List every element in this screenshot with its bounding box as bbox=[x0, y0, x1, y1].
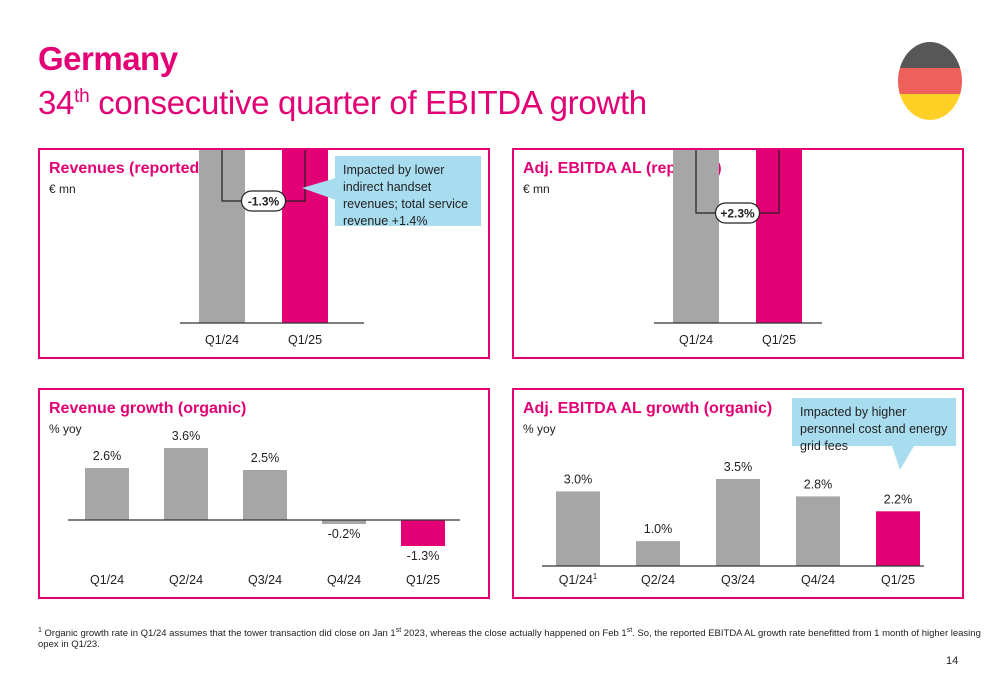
data-label: 2.6% bbox=[93, 449, 122, 463]
bar bbox=[796, 496, 840, 566]
panel-adj-ebitda-growth-organic: Adj. EBITDA AL growth (organic) % yoy 3.… bbox=[512, 388, 964, 599]
bar bbox=[85, 468, 129, 520]
panel-title: Revenue growth (organic) bbox=[49, 400, 247, 417]
tick-label: Q1/25 bbox=[881, 573, 915, 587]
change-label: +2.3% bbox=[720, 207, 755, 221]
panel-revenues-reported: Revenues (reported) € mn 6,298Q1/246,219… bbox=[38, 148, 490, 359]
panel-unit: € mn bbox=[523, 182, 550, 196]
bar bbox=[636, 541, 680, 566]
tick-label: Q1/24 bbox=[90, 573, 124, 587]
tick-label: Q1/241 bbox=[559, 572, 598, 587]
callout-ebitda-growth: Impacted by higher personnel cost and en… bbox=[792, 398, 956, 453]
panel-unit: € mn bbox=[49, 182, 76, 196]
bar bbox=[243, 470, 287, 520]
tick-label: Q4/24 bbox=[327, 573, 361, 587]
tick-label: Q3/24 bbox=[248, 573, 282, 587]
tick-label: Q1/25 bbox=[406, 573, 440, 587]
panel-adj-ebitda-reported: Adj. EBITDA AL (reported) € mn 2,576Q1/2… bbox=[512, 148, 964, 359]
bar bbox=[401, 520, 445, 546]
tick-label: Q1/24 bbox=[205, 333, 239, 347]
panel-title: Revenues (reported) bbox=[49, 160, 205, 177]
panel-title: Adj. EBITDA AL growth (organic) bbox=[523, 400, 773, 417]
data-label: 3.0% bbox=[564, 472, 593, 486]
change-pill bbox=[240, 190, 287, 212]
adj-ebitda-reported-chart: 2,576Q1/242,634Q1/25+2.3% bbox=[654, 150, 822, 347]
tick-label: Q1/24 bbox=[679, 333, 713, 347]
page-title: Germany bbox=[38, 40, 178, 77]
bar bbox=[556, 491, 600, 566]
germany-flag-icon bbox=[898, 42, 962, 120]
page-subtitle: 34th consecutive quarter of EBITDA growt… bbox=[38, 84, 647, 121]
bar bbox=[876, 511, 920, 566]
data-label: 3.6% bbox=[172, 429, 201, 443]
tick-label: Q2/24 bbox=[169, 573, 203, 587]
tick-label: Q1/25 bbox=[762, 333, 796, 347]
tick-label: Q3/24 bbox=[721, 573, 755, 587]
tick-label: Q4/24 bbox=[801, 573, 835, 587]
data-label: -1.3% bbox=[407, 549, 440, 563]
panel-unit: % yoy bbox=[49, 422, 82, 436]
bar bbox=[322, 520, 366, 524]
callout-tail bbox=[302, 178, 336, 200]
callout-revenues: Impacted by lower indirect handset reven… bbox=[335, 156, 481, 228]
data-label: 3.5% bbox=[724, 460, 753, 474]
page-number: 14 bbox=[946, 655, 959, 667]
data-label: 2.5% bbox=[251, 451, 280, 465]
bar bbox=[716, 479, 760, 566]
tick-label: Q2/24 bbox=[641, 573, 675, 587]
data-label: 2.2% bbox=[884, 492, 913, 506]
data-label: 2.8% bbox=[804, 477, 833, 491]
adj-ebitda-growth-organic-chart: 3.0% Q1/241 1.0% Q2/24 3.5% Q3/24 2.8% Q4/24 2.2… bbox=[542, 460, 924, 587]
panel-title: Adj. EBITDA AL (reported) bbox=[523, 160, 722, 177]
tick-label: Q1/25 bbox=[288, 333, 322, 347]
footnote: 1 Organic growth rate in Q1/24 assumes t… bbox=[38, 627, 981, 651]
callout-tail bbox=[892, 446, 914, 470]
change-pill bbox=[714, 202, 761, 224]
data-label: -0.2% bbox=[328, 527, 361, 541]
revenue-growth-organic-chart: 2.6% Q1/24 3.6% Q2/24 2.5% Q3/24 -0.2% Q4/24 -1.… bbox=[68, 429, 460, 587]
data-label: 1.0% bbox=[644, 522, 673, 536]
panel-unit: % yoy bbox=[523, 422, 556, 436]
change-label: -1.3% bbox=[248, 195, 280, 209]
bar bbox=[164, 448, 208, 520]
panel-revenue-growth-organic: Revenue growth (organic) % yoy 2.6% Q1/24… bbox=[38, 388, 490, 599]
